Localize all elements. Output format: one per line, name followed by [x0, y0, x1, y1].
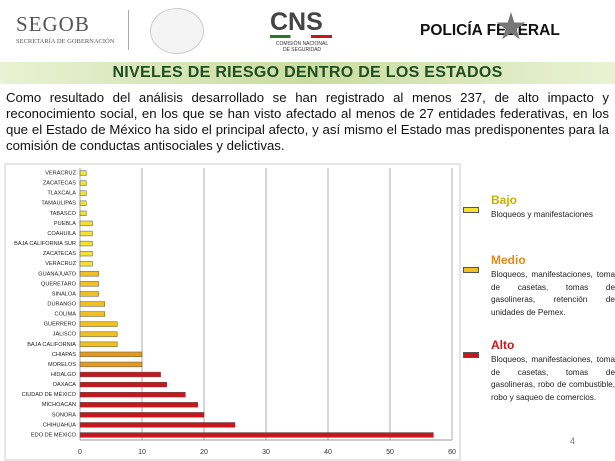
bar [79, 190, 87, 196]
y-tick-label: COAHUILA [47, 231, 76, 237]
paragraph: Como resultado del análisis desarrollado… [6, 90, 609, 153]
y-tick-label: GUERRERO [44, 322, 77, 328]
legend-label: Alto [491, 338, 515, 352]
bar [79, 291, 99, 297]
y-tick-label: VERACRUZ [45, 261, 76, 267]
bar [79, 311, 106, 317]
bar [79, 220, 93, 227]
y-tick-label: VERACRUZ [45, 171, 76, 177]
x-tick-label: 60 [448, 449, 456, 456]
y-tick-label: ZACATECAS [43, 181, 76, 187]
x-tick-label: 20 [200, 449, 208, 456]
title: NIVELES DE RIESGO DENTRO DE LOS ESTADOS [112, 64, 503, 81]
x-tick-label: 30 [262, 449, 270, 456]
bar [79, 230, 93, 237]
y-tick-label: CIUDAD DE MÉXICO [22, 391, 77, 398]
legend-description: Bloqueos, manifestaciones, toma de caset… [491, 270, 615, 317]
y-tick-label: TLAXCALA [47, 191, 76, 197]
legend-swatch [463, 207, 479, 213]
bar [79, 200, 87, 206]
legend-swatch [463, 267, 479, 273]
bar [79, 261, 93, 267]
bar [79, 321, 118, 327]
legend-swatch [463, 352, 479, 358]
y-tick-label: HIDALGO [51, 372, 77, 378]
bar [79, 331, 118, 337]
y-tick-label: TAMAULIPAS [41, 201, 76, 207]
page-number: 4 [570, 436, 576, 446]
y-tick-label: SONORA [52, 412, 77, 418]
divider [128, 10, 129, 50]
y-tick-label: EDO DE MEXICO [31, 432, 77, 438]
y-tick-label: COLIMA [55, 312, 77, 318]
bar [79, 170, 87, 176]
segob-subtitle: SECRETARÍA DE GOBERNACIÓN [16, 38, 115, 45]
cns-logo: CNS [270, 8, 323, 36]
y-tick-label: TABASCO [50, 211, 77, 217]
bar [79, 240, 93, 247]
y-tick-label: BAJA CALIFORNIA [27, 342, 76, 348]
y-tick-label: SINALOA [52, 291, 77, 297]
bar [79, 271, 99, 277]
bar [79, 381, 168, 388]
y-tick-label: QUERETARO [41, 281, 77, 287]
bar [79, 361, 143, 368]
y-tick-label: CHIAPAS [52, 352, 76, 358]
y-tick-label: ZACATECAS [43, 251, 76, 257]
emblem [150, 8, 204, 54]
bar [79, 392, 186, 398]
legend-description: Bloqueos, manifestaciones, toma de caset… [491, 355, 615, 402]
segob-logo: SEGOB [16, 12, 90, 36]
title-band [0, 62, 615, 84]
bar [79, 301, 106, 307]
bar [79, 432, 434, 438]
y-tick-label: MICHOACAN [42, 402, 76, 408]
legend-description: Bloqueos y manifestaciones [491, 210, 593, 219]
bar [79, 422, 236, 428]
bar [79, 210, 87, 216]
bar [79, 250, 93, 257]
bar [79, 412, 205, 418]
flag-stripe [270, 35, 332, 38]
cns-subtitle: COMISIÓN NACIONAL DE SEGURIDAD [275, 41, 329, 53]
x-tick-label: 0 [78, 449, 82, 456]
bar [79, 402, 199, 408]
y-tick-label: OAXACA [53, 382, 77, 388]
bar [79, 371, 161, 378]
policia-logo: POLICÍA FEDERAL [420, 22, 560, 39]
bar [79, 180, 87, 186]
y-tick-label: JALISCO [53, 332, 77, 338]
x-tick-label: 40 [324, 449, 332, 456]
y-tick-label: BAJA CALIFORNIA SUR [14, 241, 76, 247]
y-tick-label: MORELOS [48, 362, 76, 368]
bar [79, 351, 143, 358]
chart-frame [4, 163, 461, 461]
y-tick-label: CHIHUAHUA [43, 422, 77, 428]
y-tick-label: GUANAJUATO [38, 271, 76, 277]
x-tick-label: 10 [138, 449, 146, 456]
x-tick-label: 50 [386, 449, 394, 456]
legend-label: Medio [491, 253, 526, 267]
bar [79, 341, 118, 347]
y-tick-label: DURANGO [47, 301, 76, 307]
y-tick-label: PUEBLA [54, 221, 76, 227]
legend-label: Bajo [491, 193, 518, 207]
bar [79, 281, 99, 287]
